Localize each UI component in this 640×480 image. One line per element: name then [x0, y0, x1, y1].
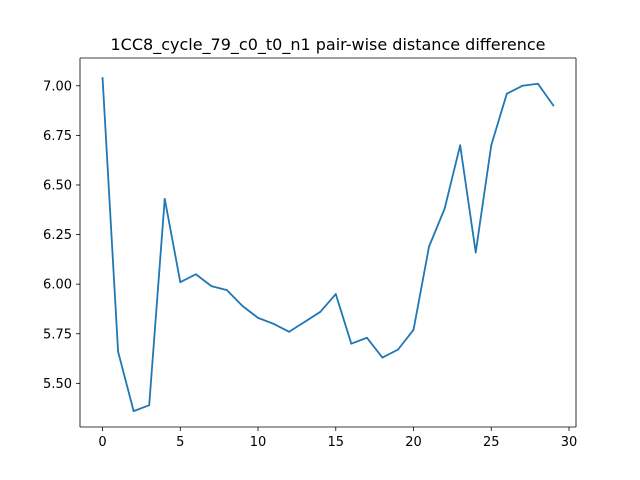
- data-point: [521, 84, 524, 87]
- y-tick-label: 6.25: [43, 228, 72, 243]
- x-tick-label: 0: [98, 435, 106, 450]
- series-line: [101, 77, 555, 413]
- data-point: [272, 322, 275, 325]
- data-point: [397, 348, 399, 351]
- axes: [79, 57, 577, 428]
- data-point: [148, 404, 151, 407]
- data-point: [241, 305, 244, 307]
- data-point: [101, 76, 104, 79]
- data-point: [163, 197, 166, 200]
- x-axis-ticks: 0 5 10 15 20 25 30: [98, 427, 577, 450]
- data-point: [428, 245, 430, 248]
- x-tick-label: 25: [483, 435, 500, 450]
- x-tick-label: 30: [561, 435, 578, 450]
- data-point: [505, 92, 508, 95]
- data-point: [443, 207, 446, 210]
- y-tick-label: 6.75: [43, 129, 72, 144]
- data-point: [179, 281, 182, 284]
- data-point: [334, 293, 337, 295]
- data-point: [490, 144, 493, 147]
- data-point: [459, 144, 462, 147]
- y-axis-ticks: 5.50 5.75 6.00 6.25 6.50 6.75 7.00: [43, 79, 80, 392]
- x-tick-label: 10: [250, 435, 267, 450]
- data-point: [288, 330, 291, 333]
- data-point: [474, 251, 477, 254]
- data-point: [381, 356, 384, 359]
- data-point: [350, 342, 353, 345]
- data-point: [537, 82, 539, 85]
- data-point: [226, 289, 228, 292]
- y-tick-label: 7.00: [43, 79, 72, 94]
- y-tick-label: 5.50: [43, 377, 72, 392]
- data-point: [319, 311, 322, 313]
- y-tick-label: 5.75: [43, 327, 72, 342]
- x-tick-label: 5: [176, 435, 184, 450]
- y-tick-label: 6.00: [43, 278, 72, 293]
- data-point: [117, 350, 119, 353]
- x-tick-label: 20: [405, 435, 422, 450]
- data-point: [257, 316, 259, 319]
- y-tick-label: 6.50: [43, 178, 72, 193]
- data-point: [365, 336, 368, 339]
- data-point: [132, 410, 135, 413]
- data-point: [552, 104, 555, 107]
- data-point: [194, 273, 197, 276]
- data-point: [303, 320, 306, 323]
- chart-title: 1CC8_cycle_79_c0_t0_n1 pair-wise distanc…: [111, 35, 546, 55]
- data-point: [412, 328, 415, 331]
- series-group: [101, 76, 555, 413]
- x-tick-label: 15: [328, 435, 345, 450]
- data-point: [210, 285, 213, 288]
